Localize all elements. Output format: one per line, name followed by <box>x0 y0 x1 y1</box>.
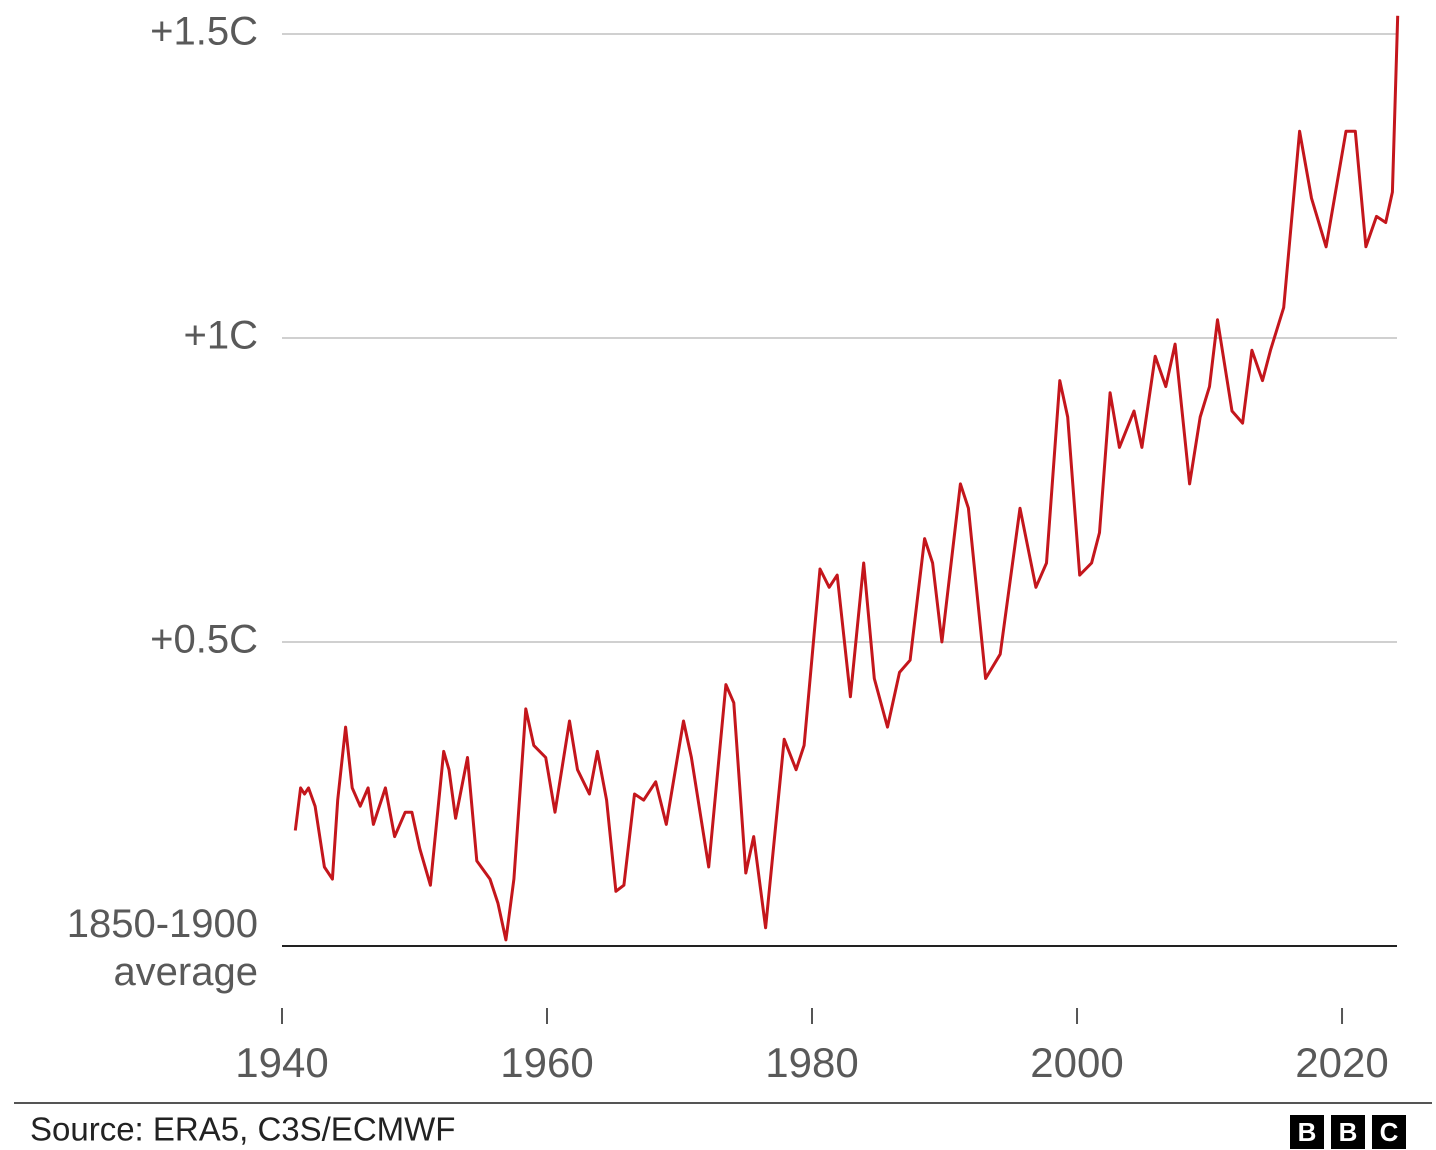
logo-letter: B <box>1331 1115 1365 1149</box>
x-tick-label: 1940 <box>235 1039 328 1086</box>
x-tick-label: 1960 <box>500 1039 593 1086</box>
x-tick-label: 2020 <box>1295 1039 1388 1086</box>
logo: B B C <box>1290 1115 1406 1149</box>
line <box>293 15 1400 942</box>
y-tick-label: +1.5C <box>150 10 258 54</box>
x-tick-label: 2000 <box>1030 1039 1123 1086</box>
y-tick-label: +0.5C <box>150 618 258 662</box>
y-tick-label: +1C <box>184 314 259 358</box>
logo-letter: B <box>1290 1115 1324 1149</box>
source: Source: ERA5, C3S/ECMWF <box>30 1111 455 1148</box>
y-tick-label: 1850-1900 average <box>66 902 258 994</box>
x-tick-label: 1980 <box>765 1039 858 1086</box>
logo-letter: C <box>1372 1115 1406 1149</box>
